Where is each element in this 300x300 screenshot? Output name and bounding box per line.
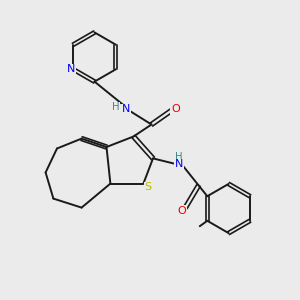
Text: N: N — [67, 64, 75, 74]
Text: O: O — [177, 206, 186, 216]
Text: H: H — [175, 152, 182, 162]
Text: S: S — [144, 182, 152, 192]
Text: O: O — [171, 104, 180, 114]
Text: H: H — [112, 102, 120, 112]
Text: N: N — [175, 159, 183, 170]
Text: N: N — [122, 104, 130, 115]
